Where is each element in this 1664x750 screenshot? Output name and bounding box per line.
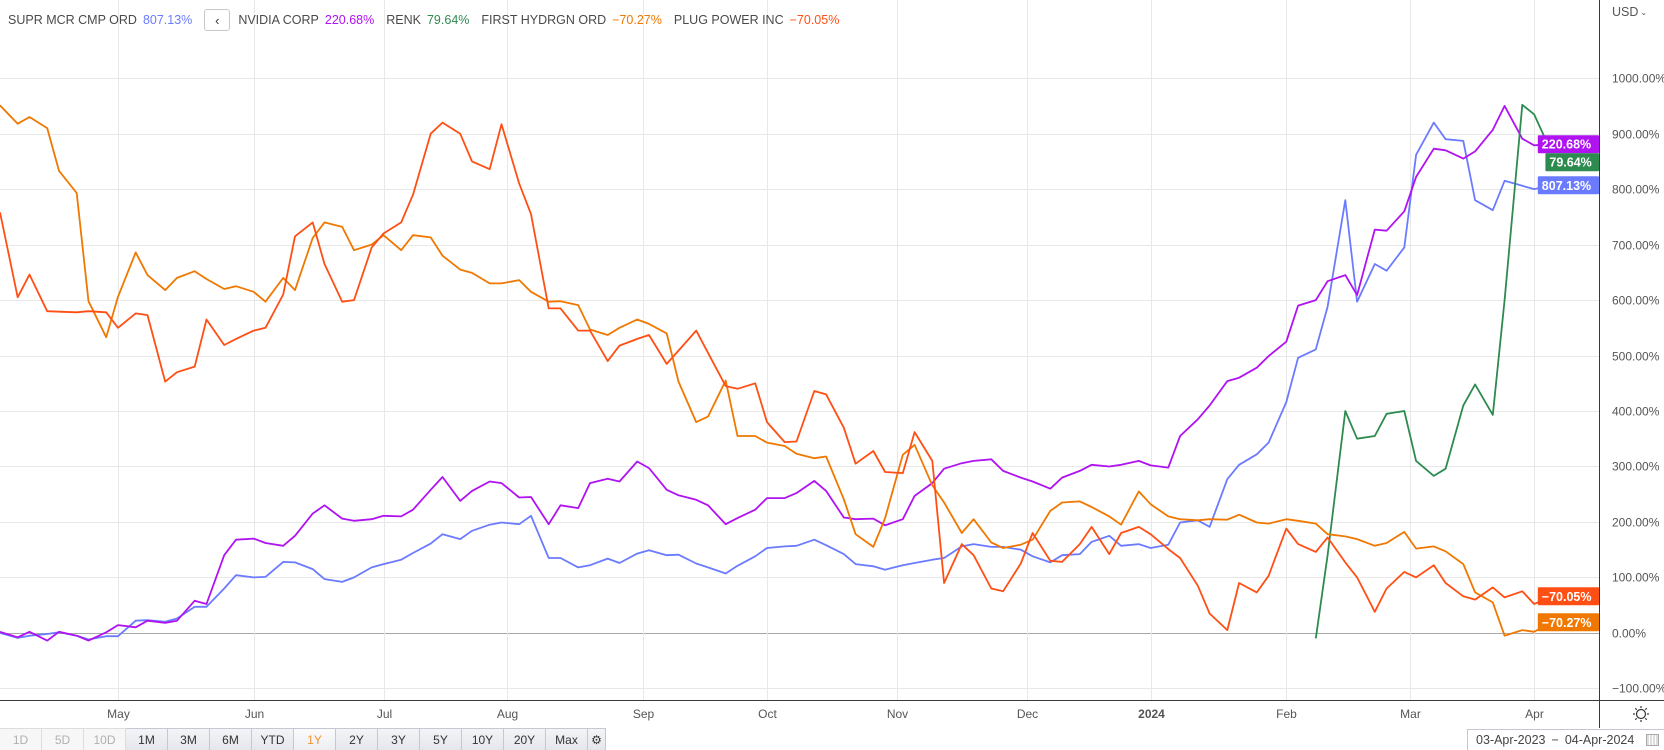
range-button-10y[interactable]: 10Y: [462, 728, 504, 750]
currency-label: USD: [1612, 5, 1639, 19]
date-to: 04-Apr-2024: [1564, 733, 1635, 747]
gear-icon[interactable]: ⚙: [588, 728, 606, 750]
legend-value: 79.64%: [426, 13, 470, 27]
range-button-max[interactable]: Max: [546, 728, 588, 750]
legend-item-renk[interactable]: RENK 79.64%: [386, 13, 469, 27]
x-tick-label: Dec: [1017, 707, 1038, 721]
series-line-first-hydrgn-ord: [0, 104, 1553, 637]
y-tick-label: 100.00%: [1612, 571, 1660, 585]
x-tick-label: Feb: [1276, 707, 1297, 721]
legend-value: 807.13%: [142, 13, 193, 27]
calendar-icon[interactable]: [1646, 734, 1660, 746]
legend-value: −70.05%: [789, 13, 840, 27]
y-tick-label: 1000.00%: [1612, 72, 1664, 86]
x-tick-label: Aug: [497, 707, 518, 721]
legend-name: SUPR MCR CMP ORD: [8, 13, 137, 27]
y-tick-label: 200.00%: [1612, 516, 1660, 530]
chart-legend: SUPR MCR CMP ORD 807.13% ‹ NVIDIA CORP 2…: [8, 9, 851, 31]
badge-label: −70.05%: [1542, 590, 1592, 604]
range-button-1y[interactable]: 1Y: [294, 728, 336, 750]
x-tick-label: May: [107, 707, 130, 721]
legend-item-nvidia[interactable]: NVIDIA CORP 220.68%: [238, 13, 374, 27]
y-tick-label: −100.00%: [1612, 682, 1664, 696]
badge-background: [1537, 587, 1599, 606]
range-button-3m[interactable]: 3M: [168, 728, 210, 750]
range-button-1m[interactable]: 1M: [126, 728, 168, 750]
y-tick-label: 500.00%: [1612, 350, 1660, 364]
last-value-badges: 220.68% 79.64% 807.13% −70.05% −70.27%: [1537, 135, 1599, 632]
last-value-badge: 79.64%: [1545, 153, 1599, 172]
date-separator: −: [1551, 733, 1559, 747]
x-tick-label: Sep: [633, 707, 655, 721]
series-line-nvidia-corp: [0, 105, 1552, 642]
x-tick-label: Oct: [758, 707, 777, 721]
y-tick-label: 700.00%: [1612, 239, 1660, 253]
x-tick-label: Apr: [1525, 707, 1544, 721]
range-toolbar: 1D 5D 10D 1M 3M 6M YTD 1Y 2Y 3Y 5Y 10Y 20Y Max ⚙: [0, 728, 606, 750]
range-button-10d: 10D: [84, 728, 126, 750]
date-from: 03-Apr-2023: [1476, 733, 1546, 747]
range-button-5d: 5D: [42, 728, 84, 750]
series-line-renk: [1314, 103, 1553, 639]
last-value-badge: 220.68%: [1537, 135, 1599, 154]
series-line-plug-power-inc: [0, 121, 1553, 631]
badge-background: [1537, 176, 1599, 195]
x-tick-label: Nov: [887, 707, 908, 721]
last-value-badge: −70.27%: [1537, 613, 1599, 632]
legend-name: RENK: [386, 13, 421, 27]
badge-label: 79.64%: [1549, 156, 1591, 170]
y-tick-label: 900.00%: [1612, 128, 1660, 142]
series-line-supr-mcr-cmp-ord: [0, 121, 1552, 641]
x-tick-label: Jul: [377, 707, 392, 721]
legend-name: NVIDIA CORP: [238, 13, 319, 27]
date-range-picker[interactable]: 03-Apr-2023 − 04-Apr-2024: [1467, 729, 1664, 750]
range-button-1d: 1D: [0, 728, 42, 750]
badge-background: [1537, 613, 1599, 632]
badge-background: [1537, 135, 1599, 154]
y-tick-label: 400.00%: [1612, 405, 1660, 419]
currency-dropdown[interactable]: USD ⌄: [1612, 5, 1647, 19]
y-tick-label: 0.00%: [1612, 627, 1646, 641]
y-tick-label: 300.00%: [1612, 460, 1660, 474]
range-button-2y[interactable]: 2Y: [336, 728, 378, 750]
chart-grid: [0, 0, 1599, 700]
last-value-badge: −70.05%: [1537, 587, 1599, 606]
badge-label: 807.13%: [1542, 179, 1591, 193]
price-axis[interactable]: −100.00% 0.00% 100.00% 200.00% 300.00% 400.00…: [1612, 72, 1664, 696]
range-button-5y[interactable]: 5Y: [420, 728, 462, 750]
sun-settings-icon[interactable]: [1633, 706, 1649, 722]
price-chart[interactable]: −100.00% 0.00% 100.00% 200.00% 300.00% 400.00…: [0, 0, 1664, 728]
badge-label: 220.68%: [1542, 138, 1591, 152]
range-button-20y[interactable]: 20Y: [504, 728, 546, 750]
x-tick-label: Jun: [245, 707, 264, 721]
chevron-down-icon: ⌄: [1640, 7, 1648, 17]
legend-back-button[interactable]: ‹: [204, 9, 231, 31]
y-tick-label: 800.00%: [1612, 183, 1660, 197]
series-lines: [0, 103, 1556, 642]
range-button-ytd[interactable]: YTD: [252, 728, 294, 750]
legend-item-supr-mcr[interactable]: SUPR MCR CMP ORD 807.13%: [8, 13, 192, 27]
legend-item-plug-power[interactable]: PLUG POWER INC −70.05%: [674, 13, 839, 27]
badge-background: [1545, 153, 1599, 172]
chevron-left-icon: ‹: [215, 12, 220, 28]
time-axis[interactable]: May Jun Jul Aug Sep Oct Nov Dec 2024 Feb Mar Apr: [107, 707, 1544, 721]
last-value-badge: 807.13%: [1537, 176, 1599, 195]
badge-label: −70.27%: [1542, 616, 1592, 630]
legend-name: FIRST HYDRGN ORD: [481, 13, 607, 27]
y-tick-label: 600.00%: [1612, 294, 1660, 308]
range-button-3y[interactable]: 3Y: [378, 728, 420, 750]
x-tick-label: 2024: [1138, 707, 1165, 721]
x-tick-label: Mar: [1400, 707, 1421, 721]
legend-item-first-hydrogen[interactable]: FIRST HYDRGN ORD −70.27%: [481, 13, 661, 27]
range-button-6m[interactable]: 6M: [210, 728, 252, 750]
legend-name: PLUG POWER INC: [673, 13, 784, 27]
legend-value: 220.68%: [324, 13, 375, 27]
legend-value: −70.27%: [612, 13, 662, 27]
